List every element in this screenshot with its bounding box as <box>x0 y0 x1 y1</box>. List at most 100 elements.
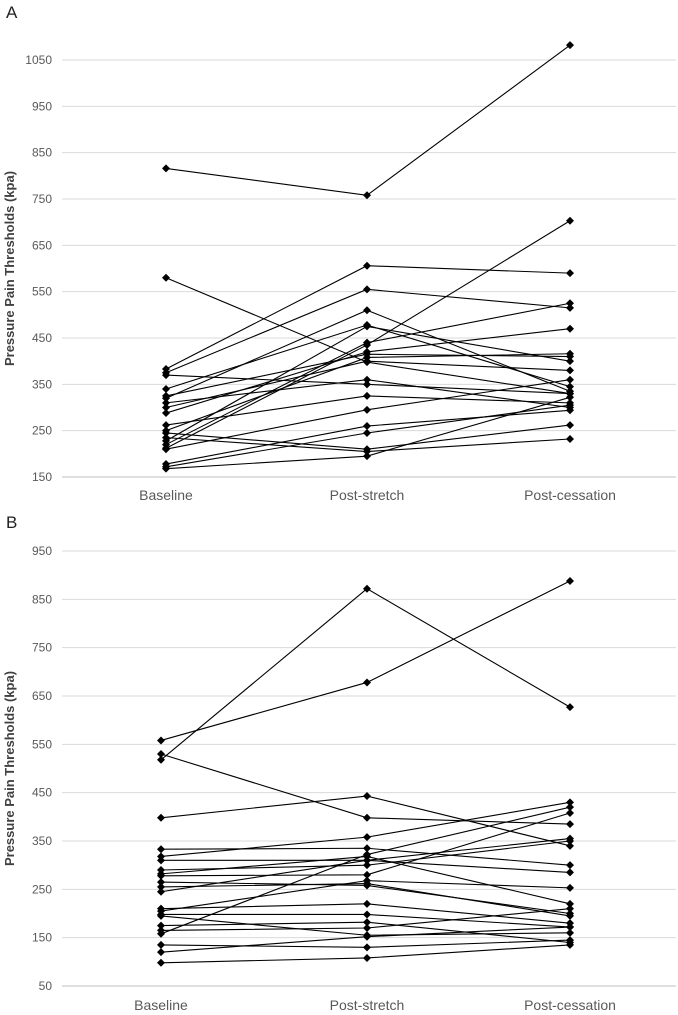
data-point <box>157 882 165 891</box>
data-point <box>363 813 371 822</box>
data-point <box>363 347 371 356</box>
y-tick-label: 450 <box>32 786 52 800</box>
data-point <box>363 584 371 593</box>
data-point <box>363 953 371 962</box>
data-point <box>363 340 371 349</box>
data-point <box>157 755 165 764</box>
data-point <box>157 856 165 865</box>
series-line <box>160 921 571 944</box>
data-point <box>363 422 371 431</box>
data-point <box>363 285 371 294</box>
y-tick-label: 950 <box>32 99 52 113</box>
data-point <box>363 899 371 908</box>
data-point <box>157 813 165 822</box>
y-tick-label: 350 <box>32 377 52 391</box>
data-point <box>566 357 574 366</box>
data-point <box>566 940 574 949</box>
data-point <box>566 923 574 932</box>
data-point <box>157 750 165 758</box>
y-tick-label: 1050 <box>25 53 52 67</box>
data-point <box>363 870 371 879</box>
data-point <box>157 911 165 920</box>
data-point <box>363 876 371 885</box>
data-point <box>363 833 371 842</box>
data-point <box>566 375 574 384</box>
data-point <box>566 936 574 945</box>
data-point <box>162 445 170 454</box>
data-point <box>566 576 574 585</box>
data-point <box>566 401 574 410</box>
data-point <box>363 910 371 919</box>
data-point <box>162 403 170 412</box>
data-point <box>566 899 574 908</box>
data-point <box>162 398 170 407</box>
chart-panel-a: 150 250 350 450 550 650 750 850 950 1050 Pressure … <box>2 41 676 503</box>
data-point <box>363 850 371 859</box>
data-point <box>162 394 170 403</box>
data-point <box>162 428 170 437</box>
y-tick-label: 550 <box>32 737 52 751</box>
panel-label-b: B <box>6 513 18 532</box>
data-point <box>363 321 371 330</box>
data-point <box>566 435 574 444</box>
data-point <box>162 384 170 393</box>
data-point <box>363 678 371 687</box>
data-point <box>566 41 574 50</box>
data-point <box>157 921 165 930</box>
y-tick-label: 750 <box>32 192 52 206</box>
data-point <box>566 904 574 913</box>
data-point <box>566 820 574 829</box>
y-tick-label: 50 <box>39 979 53 993</box>
data-point <box>566 382 574 391</box>
data-point <box>566 303 574 312</box>
data-point <box>157 871 165 880</box>
data-point <box>566 868 574 877</box>
data-point <box>566 803 574 812</box>
data-point <box>157 878 165 887</box>
data-point <box>566 911 574 920</box>
y-axis-label: Pressure Pain Thresholds (kpa) <box>2 171 17 366</box>
y-tick-label: 950 <box>32 544 52 558</box>
series-line <box>165 44 571 196</box>
data-point <box>566 324 574 333</box>
data-point <box>157 958 165 967</box>
data-point <box>162 273 170 282</box>
data-point <box>157 845 165 854</box>
data-point <box>566 269 574 278</box>
data-point <box>162 371 170 380</box>
data-point <box>363 191 371 200</box>
series-line <box>160 588 571 761</box>
x-tick-label: Baseline <box>134 997 188 1013</box>
x-tick-label: Post-stretch <box>330 997 405 1013</box>
data-point <box>363 918 371 927</box>
x-tick-label: Post-cessation <box>524 997 616 1013</box>
data-point <box>157 929 165 938</box>
data-point <box>363 792 371 801</box>
data-point <box>363 861 371 870</box>
data-point <box>363 375 371 384</box>
data-point <box>566 928 574 937</box>
data-point <box>566 883 574 892</box>
y-axis-label: Pressure Pain Thresholds (kpa) <box>2 671 17 866</box>
data-point <box>162 164 170 173</box>
data-point <box>363 428 371 437</box>
y-tick-label: 750 <box>32 641 52 655</box>
y-tick-label: 150 <box>32 931 52 945</box>
data-point <box>363 380 371 389</box>
series-line <box>160 882 571 917</box>
data-point <box>363 261 371 270</box>
x-tick-label: Baseline <box>139 487 193 503</box>
data-point <box>566 421 574 430</box>
data-point <box>566 808 574 817</box>
data-point <box>363 447 371 456</box>
data-point <box>566 299 574 308</box>
data-point <box>566 798 574 807</box>
y-tick-label: 850 <box>32 592 52 606</box>
y-tick-label: 850 <box>32 146 52 160</box>
data-point <box>363 844 371 853</box>
series-line <box>160 580 571 741</box>
y-tick-label: 550 <box>32 285 52 299</box>
data-point <box>162 409 170 418</box>
data-point <box>566 841 574 850</box>
